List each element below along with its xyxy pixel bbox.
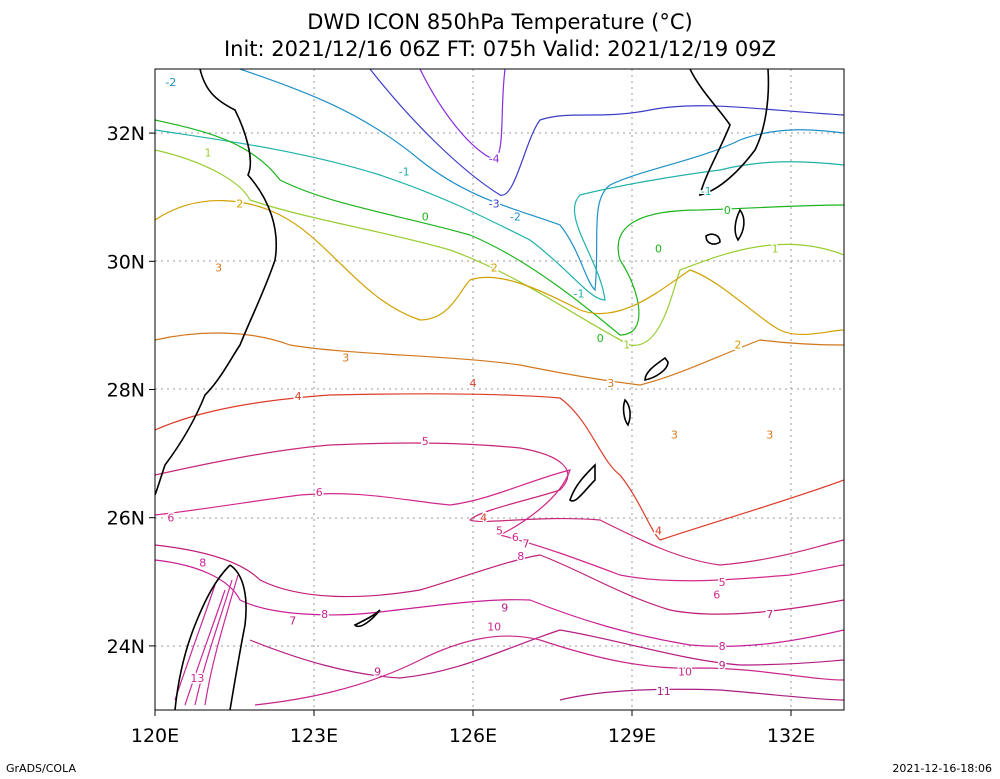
contour-label: -2 [510, 210, 521, 223]
contour-label: 3 [671, 428, 678, 441]
contour-label: 10 [678, 666, 692, 679]
contour-label: 6 [167, 512, 174, 525]
kyushu-coast [689, 69, 770, 197]
contour-label: 9 [719, 659, 726, 672]
contour-label: 7 [289, 614, 296, 627]
contour-label: 5 [496, 525, 503, 538]
contour-label: 6 [316, 486, 323, 499]
coastlines [155, 69, 770, 710]
contour-label: -1 [399, 166, 410, 179]
contour-9 [249, 629, 844, 679]
contour-label: 3 [342, 351, 349, 364]
contour-10 [254, 635, 844, 706]
contour-label: 2 [735, 339, 742, 352]
lat-tick-label: 28N [107, 380, 145, 402]
contour-taiwan-pack [174, 574, 239, 706]
tokara-island [622, 398, 631, 427]
footer-timestamp: 2021-12-16-18:06 [892, 762, 992, 775]
contour-label: 4 [295, 390, 302, 403]
contour-4 [155, 393, 844, 541]
lon-tick-label: 123E [290, 725, 338, 747]
contour-label: -1 [574, 287, 585, 300]
contour-label: 8 [719, 640, 726, 653]
contour-label: 6 [713, 589, 720, 602]
lat-tick-label: 32N [107, 123, 145, 145]
contour-8 [155, 559, 844, 647]
contour-label: -2 [165, 76, 176, 89]
lat-tick-label: 30N [107, 251, 145, 273]
contour-label: 4 [480, 512, 487, 525]
contour-label: -3 [489, 198, 500, 211]
contour-label: 8 [517, 550, 524, 563]
contour-label: 13 [190, 672, 204, 685]
china-coast [155, 69, 278, 496]
miyako-island [353, 609, 381, 628]
contour-minus1 [155, 129, 844, 301]
contour-1 [155, 149, 844, 346]
lat-tick-label: 24N [107, 636, 145, 658]
contour-label: 8 [321, 608, 328, 621]
contour-label: -1 [701, 185, 712, 198]
contour-label: 11 [657, 685, 671, 698]
contour-label: 2 [236, 198, 243, 211]
contour-label: 1 [205, 146, 212, 159]
contour-6 [155, 469, 844, 582]
contour-label: 0 [655, 242, 662, 255]
contour-label: 8 [199, 557, 206, 570]
contour-label: 5 [422, 435, 429, 448]
contour-label: 10 [487, 621, 501, 634]
contour-label: -4 [489, 153, 500, 166]
lon-tick-label: 126E [449, 725, 497, 747]
contour-label: 7 [523, 537, 530, 550]
amami-island [644, 356, 669, 381]
grid-lines [155, 69, 844, 710]
contour-label: 6 [512, 531, 519, 544]
contour-minus3 [369, 69, 844, 196]
contour-5 [155, 442, 844, 566]
map-subtitle: Init: 2021/12/16 06Z FT: 075h Valid: 202… [223, 37, 777, 61]
contour-label: 3 [766, 428, 773, 441]
lon-tick-label: 132E [767, 725, 815, 747]
contour-label: 9 [501, 601, 508, 614]
contour-label: 2 [491, 262, 498, 275]
contour-minus4 [419, 69, 506, 161]
contour-label: 0 [422, 210, 429, 223]
contour-label: 3 [215, 262, 222, 275]
contour-minus2 [239, 69, 844, 292]
lat-tick-label: 26N [107, 508, 145, 530]
footer-software: GrADS/COLA [6, 762, 76, 775]
lon-tick-label: 120E [131, 725, 179, 747]
contour-label: 7 [766, 608, 773, 621]
contour-label: 3 [607, 377, 614, 390]
contour-3 [155, 332, 844, 386]
contour-0 [155, 119, 844, 336]
contour-label: 4 [470, 377, 477, 390]
lon-axis: 120E 123E 126E 129E 132E [131, 710, 815, 747]
contour-label: 9 [374, 666, 381, 679]
lon-tick-label: 129E [608, 725, 656, 747]
contour-2 [155, 200, 844, 336]
contour-lines [155, 69, 844, 706]
contour-label: 1 [772, 242, 779, 255]
contour-7 [155, 544, 844, 615]
contour-label: 5 [719, 576, 726, 589]
contour-label: 4 [655, 525, 662, 538]
map-title: DWD ICON 850hPa Temperature (°C) [307, 10, 693, 34]
contour-label: 0 [724, 204, 731, 217]
okinawa-island [569, 463, 596, 502]
yakushima [705, 233, 721, 245]
lat-axis: 24N 26N 28N 30N 32N [107, 123, 155, 658]
tanegashima [734, 208, 745, 242]
contour-label: 1 [623, 339, 630, 352]
taiwan-coast [174, 564, 247, 710]
contour-label: 0 [597, 332, 604, 345]
contour-11 [559, 688, 844, 701]
